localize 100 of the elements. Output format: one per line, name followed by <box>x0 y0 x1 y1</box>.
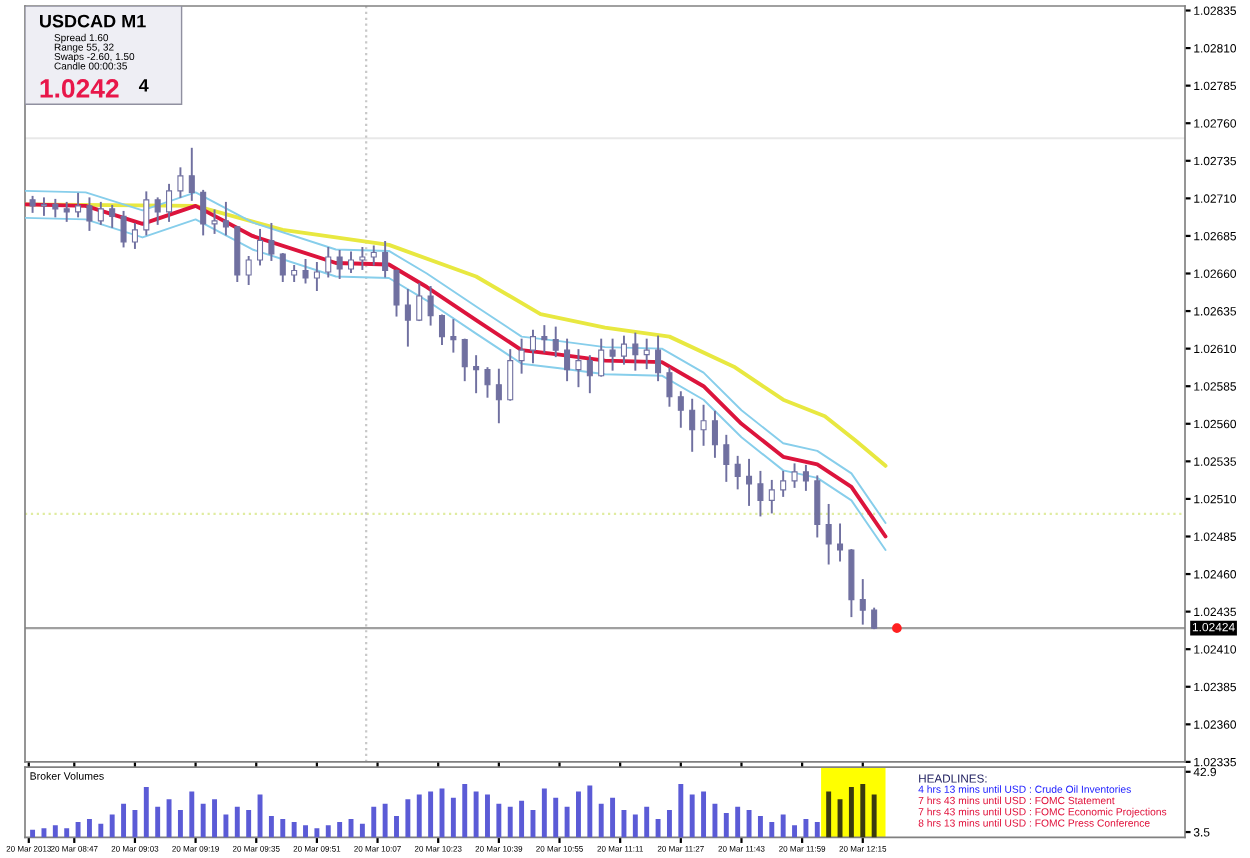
candlestick <box>200 189 207 236</box>
candlestick <box>529 329 536 364</box>
candlestick <box>802 464 809 491</box>
candlestick <box>791 463 798 488</box>
bar <box>598 803 604 838</box>
candlestick <box>109 204 116 228</box>
bar <box>291 822 297 838</box>
candlestick <box>780 470 787 497</box>
bar <box>98 823 104 838</box>
candlestick <box>188 147 195 201</box>
bar <box>166 799 172 838</box>
candlestick <box>257 228 264 266</box>
annotation: 1.0242 <box>40 79 119 98</box>
bar <box>576 791 581 838</box>
candlestick <box>677 391 684 428</box>
candlestick <box>825 503 832 565</box>
bar <box>280 819 286 838</box>
candlestick <box>723 434 730 482</box>
bar <box>655 819 661 838</box>
bar <box>689 794 695 838</box>
candlestick <box>86 197 93 231</box>
candlestick <box>336 249 343 279</box>
candlestick <box>97 201 104 225</box>
candlestick <box>177 167 184 198</box>
bar <box>769 822 775 838</box>
candlestick <box>473 355 480 394</box>
bar <box>359 823 365 838</box>
bar <box>428 791 434 838</box>
bar <box>792 825 798 838</box>
candlestick <box>63 201 70 222</box>
bar <box>268 816 274 838</box>
candlestick <box>120 210 127 248</box>
candlestick <box>131 222 138 249</box>
candlestick <box>279 252 286 282</box>
candlestick <box>541 325 548 353</box>
candlestick <box>313 262 320 291</box>
bar <box>143 786 149 838</box>
bar <box>325 825 331 838</box>
bar <box>314 828 320 838</box>
candlestick <box>347 251 355 273</box>
bar <box>64 828 70 838</box>
candlestick <box>416 283 423 322</box>
candlestick <box>632 332 639 371</box>
bar <box>177 809 183 838</box>
bar <box>860 783 866 838</box>
bar <box>485 794 490 838</box>
candlestick <box>325 246 332 278</box>
bar <box>803 819 809 838</box>
bar <box>814 822 820 838</box>
bar <box>746 809 752 838</box>
candlestick <box>586 355 593 394</box>
candlestick <box>746 458 753 506</box>
candlestick <box>689 398 696 452</box>
chart-title: USDCAD M1 <box>40 14 146 28</box>
candlestick <box>393 269 400 317</box>
candlestick <box>245 256 252 285</box>
candlestick <box>427 286 434 326</box>
bar <box>666 809 672 838</box>
bar <box>212 799 218 838</box>
candlestick <box>507 349 514 401</box>
bar <box>621 809 627 838</box>
bar <box>382 803 388 838</box>
candlestick <box>598 338 605 377</box>
candlestick <box>643 338 650 370</box>
bar <box>450 797 456 838</box>
candlestick <box>359 246 366 270</box>
candlestick <box>438 314 446 346</box>
bar <box>462 783 468 838</box>
candlestick <box>871 607 878 630</box>
bar <box>610 797 616 838</box>
bar <box>41 828 47 838</box>
candlestick <box>609 338 616 371</box>
candlestick <box>484 367 491 398</box>
bar <box>587 785 593 838</box>
candlestick <box>211 209 218 234</box>
candlestick <box>768 479 775 514</box>
candlestick <box>404 289 411 347</box>
candlestick <box>837 523 844 562</box>
candlestick <box>370 245 377 266</box>
bar <box>678 783 684 838</box>
bar <box>86 819 92 838</box>
candlestick <box>620 335 627 365</box>
bar <box>189 791 195 838</box>
bar <box>541 788 547 838</box>
candlestick <box>552 326 559 358</box>
bar <box>52 825 58 838</box>
bar <box>200 803 206 838</box>
bar <box>553 797 559 838</box>
bar <box>121 803 127 838</box>
candlestick <box>268 222 275 261</box>
bar <box>155 806 161 838</box>
bar <box>109 814 115 838</box>
bar <box>416 794 422 838</box>
bar <box>871 794 877 838</box>
bar <box>234 806 240 838</box>
candlestick <box>450 319 457 353</box>
bar <box>394 816 399 838</box>
candlestick <box>495 368 502 424</box>
bar <box>826 791 832 838</box>
bar <box>132 809 138 838</box>
